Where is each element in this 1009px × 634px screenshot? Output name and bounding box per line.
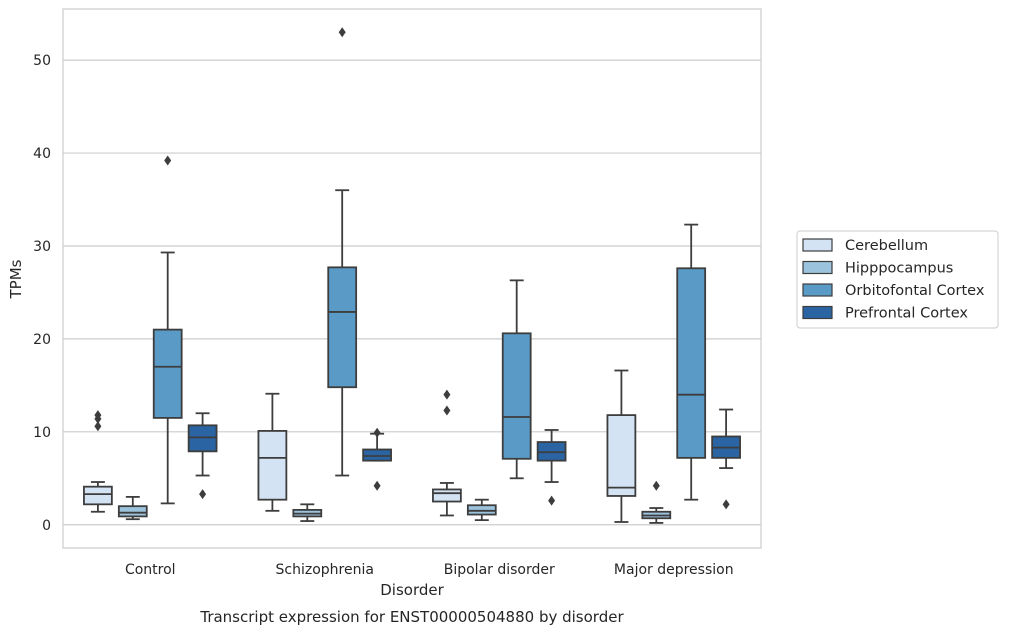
y-tick-label: 10 (33, 425, 51, 441)
outlier-point (164, 155, 172, 166)
legend-swatch (802, 283, 833, 297)
box (641, 480, 672, 524)
legend-frame (796, 230, 999, 329)
legend: Cerebellum Hipppocampus Orbitofontal Corte… (796, 230, 999, 329)
legend-label: Orbitofontal Cortex (845, 283, 985, 299)
box-iqr (117, 505, 148, 518)
outlier-point (94, 421, 102, 432)
x-tick-label: Major depression (614, 562, 734, 578)
plot-frame (62, 8, 762, 549)
y-tick-labels: 0 10 20 30 40 50 (33, 53, 51, 534)
box (711, 408, 741, 510)
y-tick-label: 40 (33, 146, 51, 162)
box-groups (83, 27, 741, 524)
box (83, 410, 113, 513)
box (536, 429, 567, 506)
outlier-point (443, 389, 451, 400)
outlier-point (338, 27, 346, 38)
outlier-point (548, 495, 556, 506)
legend-label: Prefrontal Cortex (845, 306, 968, 322)
box-iqr (152, 328, 183, 419)
box-iqr (362, 448, 392, 462)
box (362, 427, 392, 491)
chart-caption: Transcript expression for ENST0000050488… (199, 608, 624, 626)
outlier-point (373, 480, 381, 491)
box (152, 155, 183, 505)
box (292, 503, 323, 522)
y-tick-label: 20 (33, 332, 51, 348)
box (606, 369, 637, 523)
outlier-point (443, 405, 451, 416)
outlier-point (722, 499, 730, 510)
box (432, 389, 462, 517)
x-tick-labels: Control Schizophrenia Bipolar disorder Majo… (125, 562, 734, 578)
box-iqr (257, 430, 288, 501)
x-tick-label: Control (125, 562, 176, 578)
y-tick-label: 30 (33, 239, 51, 255)
box-iqr (327, 266, 358, 389)
box (257, 392, 288, 512)
box (501, 279, 532, 480)
legend-label: Hipppocampus (845, 261, 953, 277)
outlier-point (94, 410, 102, 421)
box-iqr (606, 414, 637, 497)
legend-label: Cerebellum (845, 238, 928, 254)
x-axis-label: Disorder (380, 581, 444, 599)
box-iqr (466, 504, 497, 516)
x-tick-label: Bipolar disorder (444, 562, 555, 578)
box-iqr (432, 488, 462, 503)
legend-swatch (802, 305, 833, 320)
legend-swatch (802, 238, 833, 252)
box-iqr (83, 485, 113, 506)
box-iqr (536, 441, 567, 462)
y-axis-label: TPMs (7, 259, 25, 299)
legend-swatch (802, 260, 833, 275)
outlier-point (652, 480, 660, 491)
box (187, 412, 218, 500)
box (466, 498, 497, 522)
outlier-point (373, 427, 381, 438)
box-iqr (501, 332, 532, 460)
y-tick-label: 50 (33, 53, 51, 69)
box-iqr (676, 267, 707, 459)
y-tick-label: 0 (42, 518, 51, 534)
box-iqr (187, 424, 218, 453)
box (117, 495, 148, 521)
box (676, 223, 707, 501)
box (327, 27, 358, 477)
outlier-point (199, 489, 207, 500)
x-tick-label: Schizophrenia (276, 562, 374, 578)
